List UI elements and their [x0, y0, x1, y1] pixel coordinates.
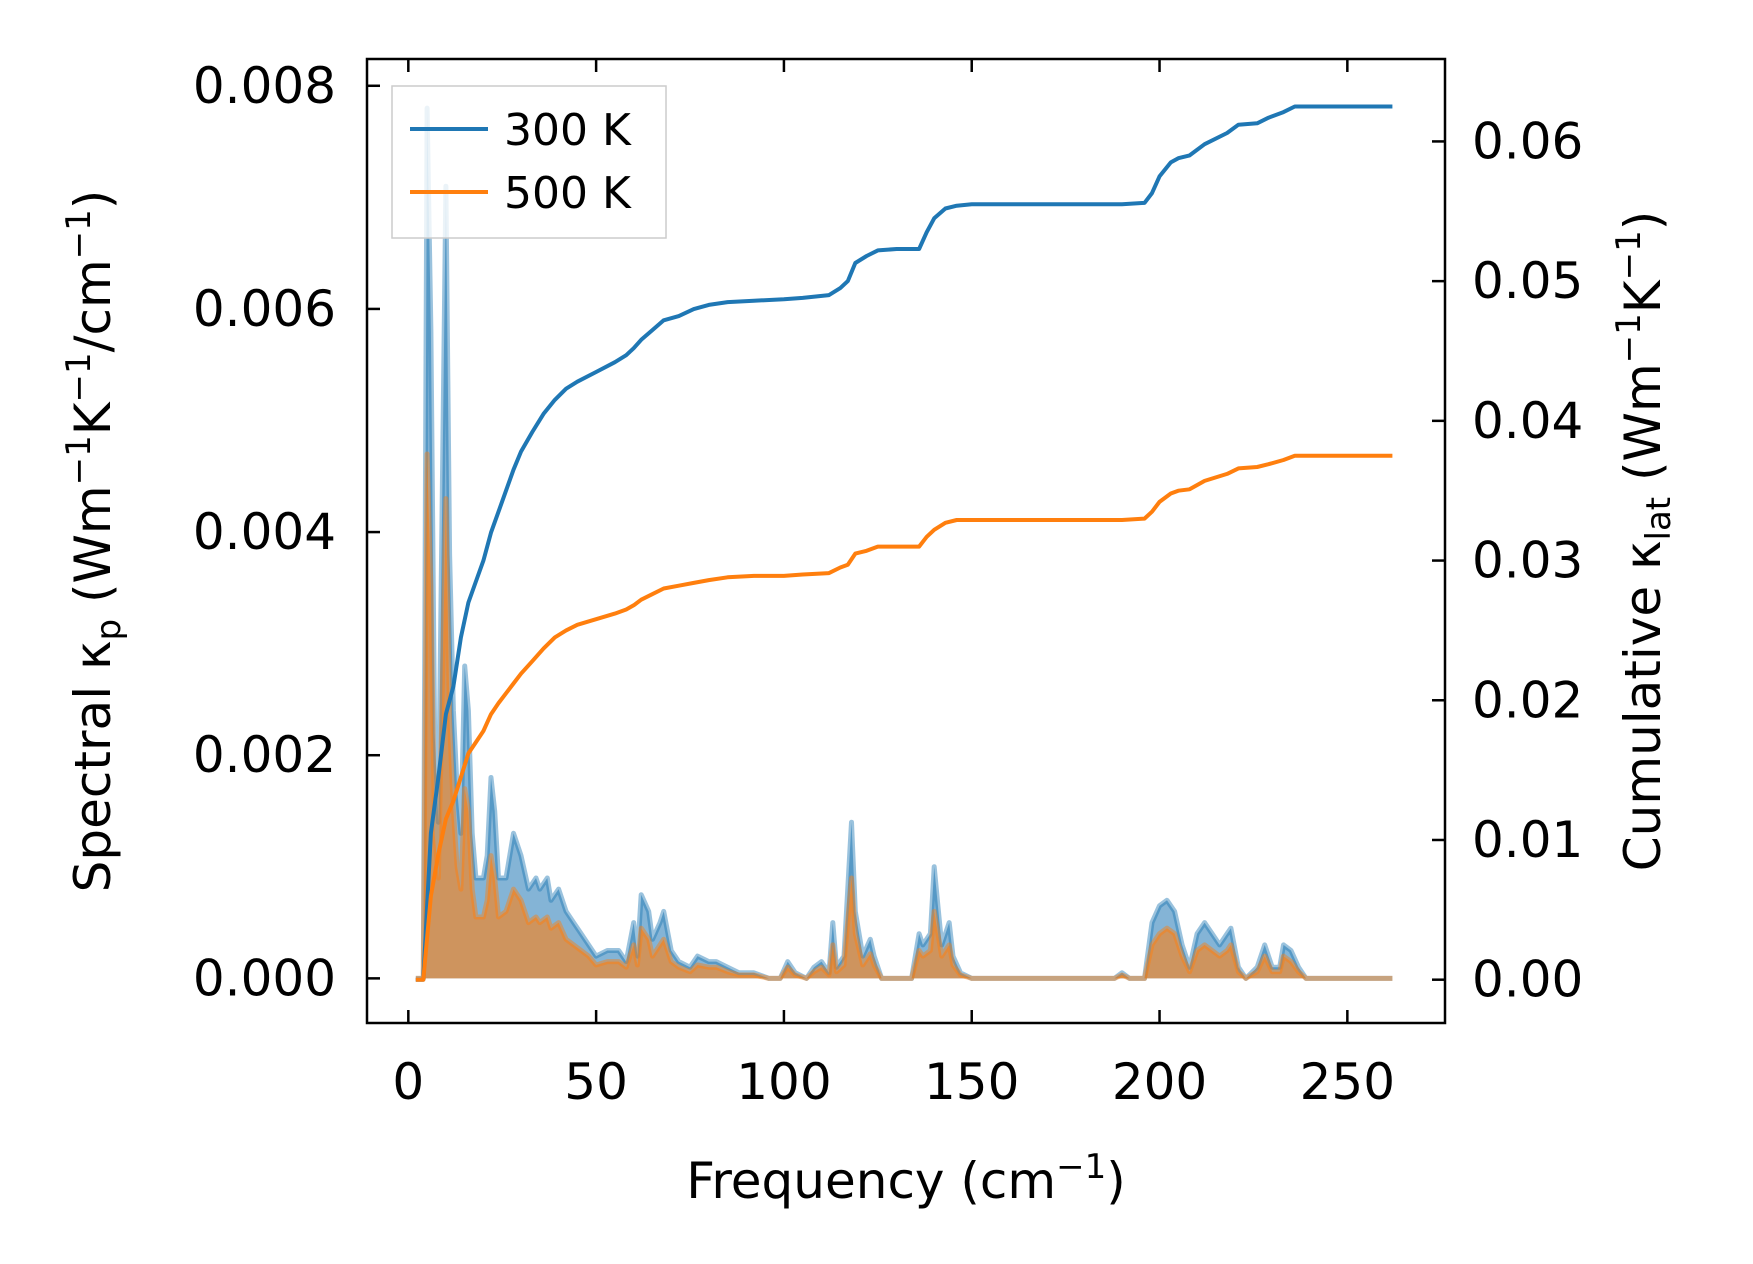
cumulative-curves	[415, 104, 1393, 982]
left-y-tick-label-4: 0.008	[193, 57, 336, 115]
spectral-areas	[415, 105, 1393, 981]
cumulative-line-500k	[415, 453, 1393, 982]
left-y-tick-label-2: 0.004	[193, 503, 336, 561]
right-y-tick-label-6: 0.06	[1472, 112, 1583, 170]
plot-frame	[365, 57, 1447, 1025]
right-y-axis-label: Cumulative κlat (Wm−1K−1)	[1609, 211, 1679, 871]
left-y-axis-ticks: 0.000 0.002 0.004 0.006 0.008	[193, 57, 380, 1007]
left-y-tick-label-1: 0.002	[193, 726, 336, 784]
x-tick-label-250: 250	[1300, 1053, 1395, 1111]
right-y-tick-label-0: 0.00	[1472, 951, 1583, 1009]
right-y-tick-label-2: 0.02	[1472, 671, 1583, 729]
spectral-area-500k	[415, 454, 1393, 979]
cumulative-line-300k	[415, 104, 1393, 982]
x-axis-label: Frequency (cm−1)	[686, 1147, 1126, 1210]
left-y-axis-label: Spectral κp (Wm−1K−1/cm−1)	[59, 190, 129, 893]
x-axis-ticks: 0 50 100 150 200 250	[392, 59, 1395, 1111]
x-tick-label-0: 0	[392, 1053, 424, 1111]
legend-box	[391, 85, 667, 239]
right-y-tick-label-1: 0.01	[1472, 811, 1583, 869]
right-y-axis-ticks: 0.00 0.01 0.02 0.03 0.04 0.05 0.06	[1432, 112, 1583, 1009]
x-tick-label-50: 50	[564, 1053, 628, 1111]
left-y-tick-label-0: 0.000	[193, 949, 336, 1007]
legend: 300 K 500 K	[391, 85, 667, 239]
right-y-tick-label-4: 0.04	[1472, 392, 1583, 450]
legend-label-300k: 300 K	[504, 105, 632, 156]
legend-label-500k: 500 K	[504, 168, 632, 219]
spectral-line-500k	[415, 451, 1393, 981]
x-tick-label-150: 150	[924, 1053, 1019, 1111]
right-y-tick-label-5: 0.05	[1472, 252, 1583, 310]
right-y-tick-label-3: 0.03	[1472, 532, 1583, 590]
x-tick-label-200: 200	[1112, 1053, 1207, 1111]
left-y-tick-label-3: 0.006	[193, 280, 336, 338]
x-tick-label-100: 100	[736, 1053, 831, 1111]
